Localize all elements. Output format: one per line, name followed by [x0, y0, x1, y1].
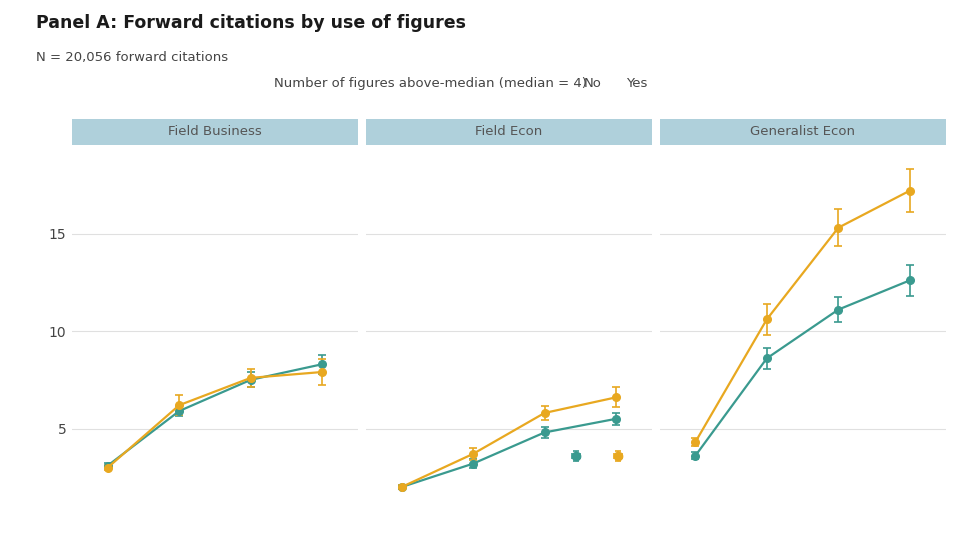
Text: No: No: [584, 77, 602, 90]
Text: Number of figures above-median (median = 4): Number of figures above-median (median =…: [274, 77, 587, 90]
Text: Field Econ: Field Econ: [475, 125, 542, 138]
Text: N = 20,056 forward citations: N = 20,056 forward citations: [36, 51, 228, 64]
Text: Panel A: Forward citations by use of figures: Panel A: Forward citations by use of fig…: [36, 14, 467, 31]
Text: Yes: Yes: [626, 77, 647, 90]
Text: Generalist Econ: Generalist Econ: [750, 125, 855, 138]
Text: Field Business: Field Business: [168, 125, 262, 138]
